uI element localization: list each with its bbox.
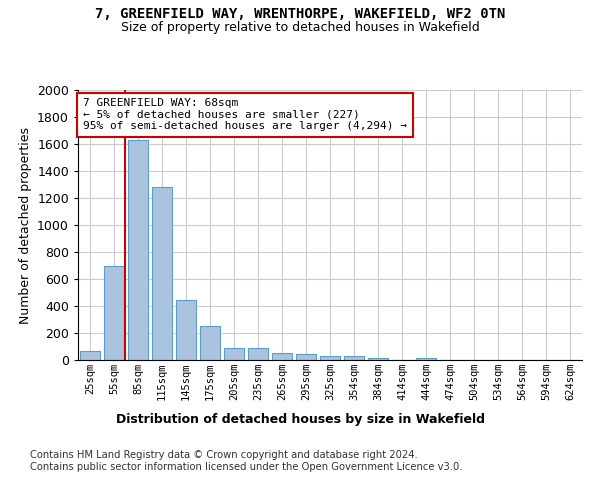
Bar — [344, 356, 364, 360]
Bar — [80, 351, 100, 360]
Bar — [128, 140, 148, 360]
Text: 7 GREENFIELD WAY: 68sqm
← 5% of detached houses are smaller (227)
95% of semi-de: 7 GREENFIELD WAY: 68sqm ← 5% of detached… — [83, 98, 407, 132]
Text: Contains HM Land Registry data © Crown copyright and database right 2024.
Contai: Contains HM Land Registry data © Crown c… — [30, 450, 463, 471]
Bar — [200, 326, 220, 360]
Bar — [104, 266, 124, 360]
Bar — [224, 348, 244, 360]
Y-axis label: Number of detached properties: Number of detached properties — [19, 126, 32, 324]
Bar — [416, 358, 436, 360]
Bar — [248, 348, 268, 360]
Bar — [176, 300, 196, 360]
Bar — [368, 358, 388, 360]
Bar — [296, 354, 316, 360]
Bar — [152, 186, 172, 360]
Text: Distribution of detached houses by size in Wakefield: Distribution of detached houses by size … — [115, 412, 485, 426]
Bar — [272, 353, 292, 360]
Text: Size of property relative to detached houses in Wakefield: Size of property relative to detached ho… — [121, 21, 479, 34]
Bar — [320, 356, 340, 360]
Text: 7, GREENFIELD WAY, WRENTHORPE, WAKEFIELD, WF2 0TN: 7, GREENFIELD WAY, WRENTHORPE, WAKEFIELD… — [95, 8, 505, 22]
